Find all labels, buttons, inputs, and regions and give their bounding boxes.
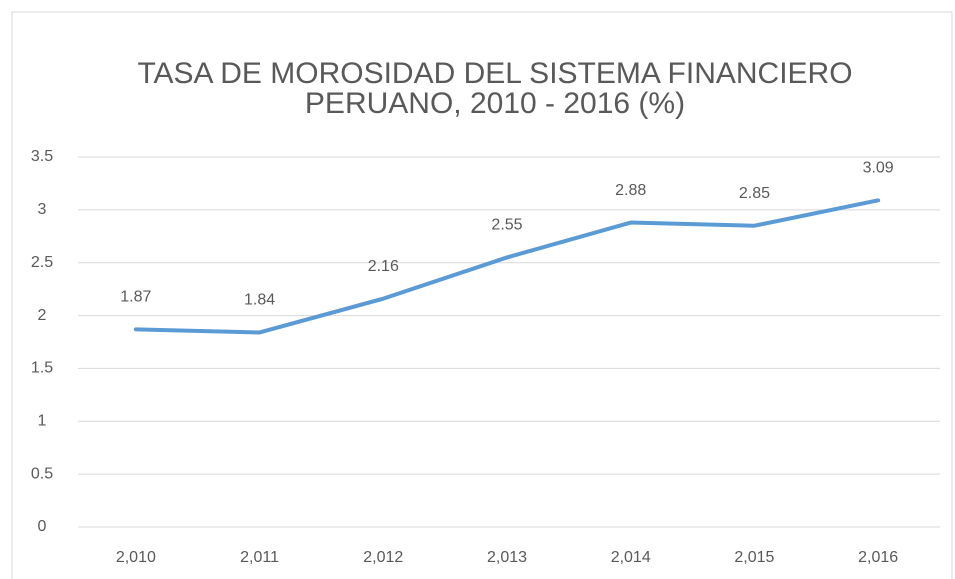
data-label: 2.16 [368,258,399,275]
data-line [133,198,881,335]
x-tick-label: 2,013 [487,549,527,566]
x-tick-label: 2,016 [858,549,898,566]
y-tick-label: 0.5 [31,465,53,482]
y-tick-label: 0 [38,518,47,535]
y-tick-label: 2 [38,307,47,324]
data-label: 2.88 [615,182,646,199]
data-label: 2.85 [739,185,770,202]
data-label: 1.87 [120,289,151,306]
y-tick-label: 1.5 [31,360,53,377]
x-tick-label: 2,012 [363,549,403,566]
chart-title: TASA DE MOROSIDAD DEL SISTEMA FINANCIERO [137,57,852,90]
y-tick-label: 1 [38,413,47,430]
y-tick-label: 3.5 [31,148,53,165]
y-tick-label: 2.5 [31,254,53,271]
x-tick-label: 2,015 [734,549,774,566]
data-label: 3.09 [863,160,894,177]
data-label: 1.84 [244,292,275,309]
x-tick-label: 2,014 [611,549,651,566]
y-tick-label: 3 [38,201,47,218]
chart-frame [11,11,953,579]
x-tick-label: 2,010 [116,549,156,566]
chart-title: PERUANO, 2010 - 2016 (%) [305,87,685,120]
x-tick-label: 2,011 [240,549,279,566]
data-label: 2.55 [491,217,522,234]
